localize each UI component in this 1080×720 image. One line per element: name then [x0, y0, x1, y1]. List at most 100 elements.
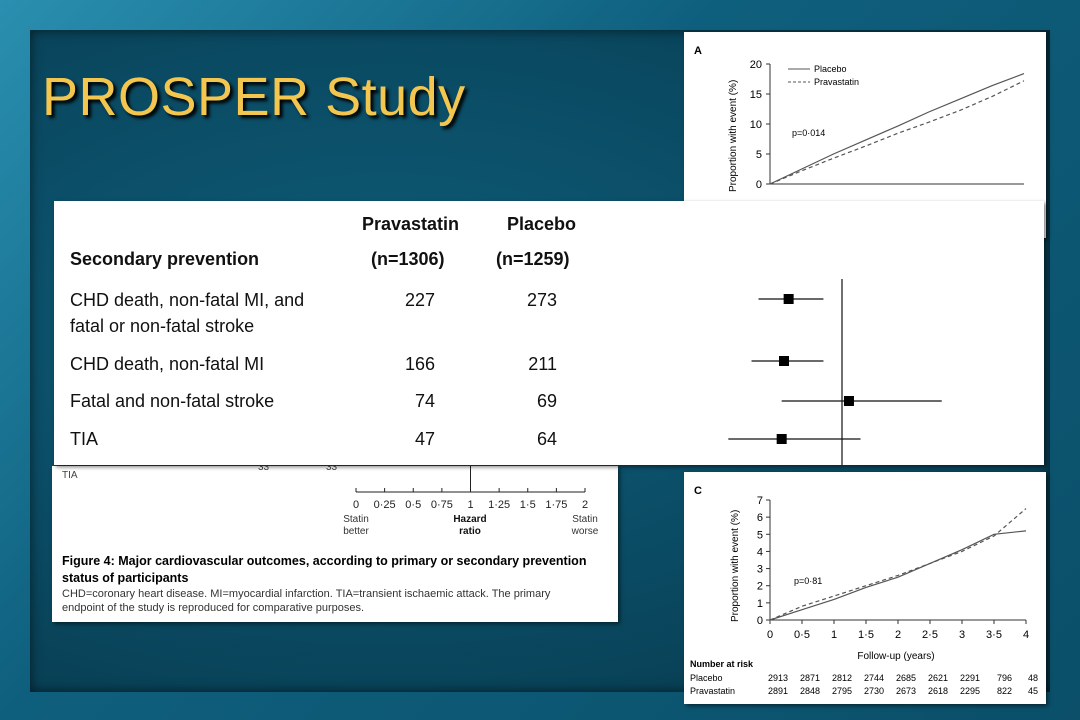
panel-a-pvalue: p=0·014 — [792, 128, 825, 138]
col-header-placebo-n: (n=1259) — [496, 249, 570, 269]
panel-a-letter: A — [694, 45, 702, 57]
hidden-row-label: TIA — [62, 470, 78, 481]
risk-row-value: 2795 — [832, 686, 852, 696]
forest-axis-tick-label: 0·75 — [431, 499, 453, 511]
risk-table-title: Number at risk — [690, 659, 754, 669]
row-1-placebo: 273 — [526, 290, 557, 310]
risk-table: Placebo 2913 2871 2812 2744 2685 2621 2291 796 48… — [690, 673, 1038, 696]
col-header-pravastatin: Pravastatin — [362, 214, 460, 234]
row-2-placebo: 211 — [528, 354, 557, 374]
forest-point-marker — [783, 294, 794, 304]
risk-row-value: 2848 — [800, 686, 820, 696]
panel-a-series-placebo — [769, 73, 1025, 185]
risk-row-value: 2685 — [896, 673, 916, 683]
panel-a-ytick-label: 0 — [756, 179, 762, 191]
panel-c-xtick-label: 4 — [1023, 629, 1029, 641]
forest-axis-tick-label: 1·25 — [488, 499, 510, 511]
forest-axis-tick-label: 1 — [467, 499, 473, 511]
panel-c-ytick-label: 4 — [757, 546, 763, 558]
forest-axis-tick-label: 0·25 — [374, 499, 396, 511]
axis-right-label-2: worse — [571, 526, 599, 537]
panel-c-ytick-label: 5 — [757, 529, 763, 541]
slide-title: PROSPER Study — [42, 67, 466, 127]
panel-c-ticks: 0 1 2 3 4 5 6 7 0 0·5 1 1·5 2 2·5 3 3·5 4 — [757, 495, 1029, 641]
panel-a-ytick-label: 5 — [756, 149, 762, 161]
panel-c-series-pravastatin — [769, 508, 1027, 621]
axis-left-label-2: better — [343, 526, 369, 537]
panel-c-ytick-label: 0 — [757, 615, 763, 627]
row-3-label: Fatal and non-fatal stroke — [70, 391, 275, 411]
forest-axis-tick-label: 1·5 — [520, 499, 536, 511]
panel-c-series-placebo — [769, 530, 1027, 621]
row-3-pravastatin: 74 — [414, 391, 435, 411]
row-4-label: TIA — [70, 429, 99, 449]
forest-plot-figure: TIA 33 33 0 0·25 0·5 0·75 1 1·25 1·5 1·75 2 Stat… — [52, 462, 618, 622]
row-1-label-line2: fatal or non-fatal stroke — [70, 316, 255, 336]
panel-a-series — [769, 73, 1025, 185]
panel-c-ytick-label: 3 — [757, 564, 763, 576]
row-2-label: CHD death, non-fatal MI — [70, 354, 265, 374]
kaplan-meier-panel-c: C Proportion with event (%) 0 1 2 3 4 5 6 7 0 0·5… — [684, 472, 1046, 704]
hidden-row-num-1: 33 — [258, 466, 270, 473]
panel-c-xlabel: Follow-up (years) — [857, 651, 934, 662]
caption-title-line1: Figure 4: Major cardiovascular outcomes,… — [62, 554, 586, 568]
panel-c-ytick-label: 1 — [757, 598, 763, 610]
forest-plot-markers — [728, 279, 942, 465]
panel-a-y-ticks: 0 5 10 15 20 — [750, 59, 770, 191]
panel-c-xtick-label: 2·5 — [922, 629, 938, 641]
panel-a-ytick-label: 15 — [750, 89, 762, 101]
panel-a-series-pravastatin — [769, 80, 1025, 185]
panel-c-pvalue: p=0·81 — [794, 576, 822, 586]
risk-row-value: 45 — [1028, 686, 1038, 696]
row-2-pravastatin: 166 — [404, 354, 435, 374]
risk-row-name: Placebo — [690, 673, 723, 683]
panel-c-axes — [769, 500, 1026, 621]
risk-row-value: 2291 — [960, 673, 980, 683]
legend-label-pravastatin: Pravastatin — [814, 77, 859, 87]
panel-c-series — [769, 508, 1027, 621]
axis-center-label-2: ratio — [459, 526, 481, 537]
panel-a-ytick-label: 10 — [750, 119, 762, 131]
forest-axis-tick-label: 0·5 — [405, 499, 421, 511]
risk-row-value: 2744 — [864, 673, 884, 683]
col-header-pravastatin-n: (n=1306) — [371, 249, 445, 269]
forest-axis-chart: TIA 33 33 0 0·25 0·5 0·75 1 1·25 1·5 1·75 2 Stat… — [62, 462, 599, 614]
caption-title-line2: status of participants — [62, 571, 188, 585]
risk-row-value: 2673 — [896, 686, 916, 696]
panel-c-letter: C — [694, 485, 702, 497]
panel-c-xtick-label: 1·5 — [858, 629, 874, 641]
hidden-row-num-2: 33 — [326, 466, 338, 473]
panel-c-xtick-label: 0·5 — [794, 629, 810, 641]
caption-body-line2: endpoint of the study is reproduced for … — [62, 602, 364, 614]
risk-row-value: 2621 — [928, 673, 948, 683]
risk-row-name: Pravastatin — [690, 686, 735, 696]
panel-a-ytick-label: 20 — [750, 59, 762, 71]
caption-body-line1: CHD=coronary heart disease. MI=myocardia… — [62, 588, 551, 600]
risk-row-value: 2730 — [864, 686, 884, 696]
risk-row-value: 2618 — [928, 686, 948, 696]
panel-c-xtick-label: 3·5 — [986, 629, 1002, 641]
row-1-label-line1: CHD death, non-fatal MI, and — [70, 290, 305, 310]
axis-right-label-1: Statin — [572, 514, 598, 525]
panel-c-xtick-label: 2 — [895, 629, 901, 641]
legend-label-placebo: Placebo — [814, 64, 847, 74]
risk-row-value: 48 — [1028, 673, 1038, 683]
forest-point-marker — [779, 356, 789, 366]
risk-row-value: 822 — [997, 686, 1012, 696]
panel-c-ytick-label: 2 — [757, 581, 763, 593]
risk-row-value: 2812 — [832, 673, 852, 683]
axis-left-label-1: Statin — [343, 514, 369, 525]
panel-c-ytick-label: 6 — [757, 512, 763, 524]
forest-axis-tick-label: 2 — [582, 499, 588, 511]
axis-center-label-1: Hazard — [453, 514, 486, 525]
panel-a-chart: A Proportion with event (%) 0 5 10 15 20 Pla… — [694, 45, 1025, 192]
row-3-placebo: 69 — [536, 391, 557, 411]
panel-c-ylabel: Proportion with event (%) — [730, 510, 741, 622]
forest-point-marker — [776, 434, 787, 444]
panel-a-ylabel: Proportion with event (%) — [728, 80, 739, 192]
secondary-prevention-table: Pravastatin (n=1306) Placebo (n=1259) Se… — [54, 201, 1044, 465]
panel-c-ytick-label: 7 — [757, 495, 763, 507]
risk-row-value: 2871 — [800, 673, 820, 683]
forest-axis-tick-label: 0 — [353, 499, 359, 511]
